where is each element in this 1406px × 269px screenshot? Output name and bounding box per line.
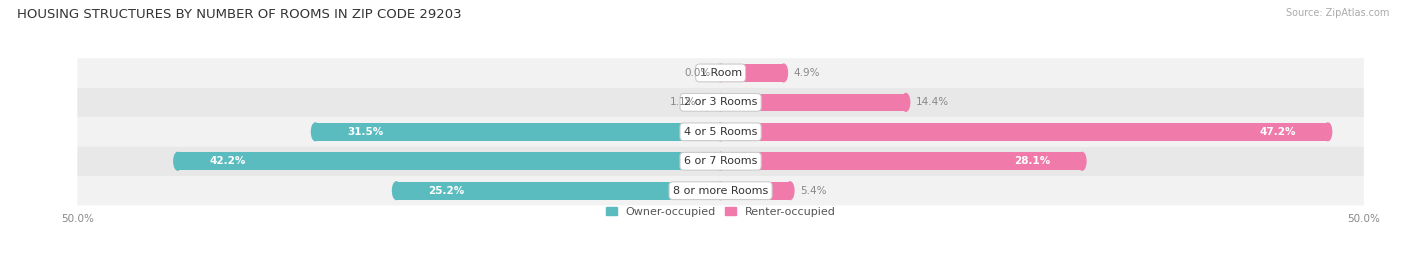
Bar <box>721 123 1327 141</box>
Text: 5.4%: 5.4% <box>800 186 827 196</box>
FancyBboxPatch shape <box>77 176 1364 206</box>
Circle shape <box>312 123 319 141</box>
Text: 4.9%: 4.9% <box>794 68 821 78</box>
Text: 8 or more Rooms: 8 or more Rooms <box>673 186 768 196</box>
Text: 6 or 7 Rooms: 6 or 7 Rooms <box>683 156 758 166</box>
Circle shape <box>717 64 724 82</box>
Bar <box>721 153 1083 170</box>
Text: 1.1%: 1.1% <box>669 97 696 107</box>
Text: 25.2%: 25.2% <box>429 186 465 196</box>
Text: 1 Room: 1 Room <box>700 68 741 78</box>
Text: 42.2%: 42.2% <box>209 156 246 166</box>
Legend: Owner-occupied, Renter-occupied: Owner-occupied, Renter-occupied <box>606 207 835 217</box>
Text: 0.0%: 0.0% <box>685 68 710 78</box>
Text: 4 or 5 Rooms: 4 or 5 Rooms <box>683 127 758 137</box>
Text: 47.2%: 47.2% <box>1260 127 1296 137</box>
Circle shape <box>717 123 724 141</box>
Circle shape <box>717 94 724 111</box>
Bar <box>721 182 790 200</box>
Bar <box>706 94 721 111</box>
Circle shape <box>392 182 401 200</box>
Bar <box>396 182 721 200</box>
FancyBboxPatch shape <box>77 58 1364 88</box>
Circle shape <box>717 123 724 141</box>
Text: 2 or 3 Rooms: 2 or 3 Rooms <box>683 97 758 107</box>
Circle shape <box>1078 153 1085 170</box>
Circle shape <box>703 94 710 111</box>
Circle shape <box>717 153 724 170</box>
Circle shape <box>717 94 724 111</box>
Text: 28.1%: 28.1% <box>1014 156 1050 166</box>
Bar <box>315 123 721 141</box>
Text: Source: ZipAtlas.com: Source: ZipAtlas.com <box>1285 8 1389 18</box>
Circle shape <box>903 94 910 111</box>
Circle shape <box>174 153 181 170</box>
Text: 14.4%: 14.4% <box>917 97 949 107</box>
Circle shape <box>1324 123 1331 141</box>
Circle shape <box>717 182 724 200</box>
FancyBboxPatch shape <box>77 147 1364 176</box>
Bar <box>721 64 783 82</box>
Circle shape <box>717 182 724 200</box>
Circle shape <box>717 153 724 170</box>
Bar <box>177 153 721 170</box>
Circle shape <box>786 182 794 200</box>
Text: 31.5%: 31.5% <box>347 127 384 137</box>
FancyBboxPatch shape <box>77 117 1364 147</box>
Circle shape <box>780 64 787 82</box>
FancyBboxPatch shape <box>77 88 1364 117</box>
Text: HOUSING STRUCTURES BY NUMBER OF ROOMS IN ZIP CODE 29203: HOUSING STRUCTURES BY NUMBER OF ROOMS IN… <box>17 8 461 21</box>
Bar <box>721 94 905 111</box>
